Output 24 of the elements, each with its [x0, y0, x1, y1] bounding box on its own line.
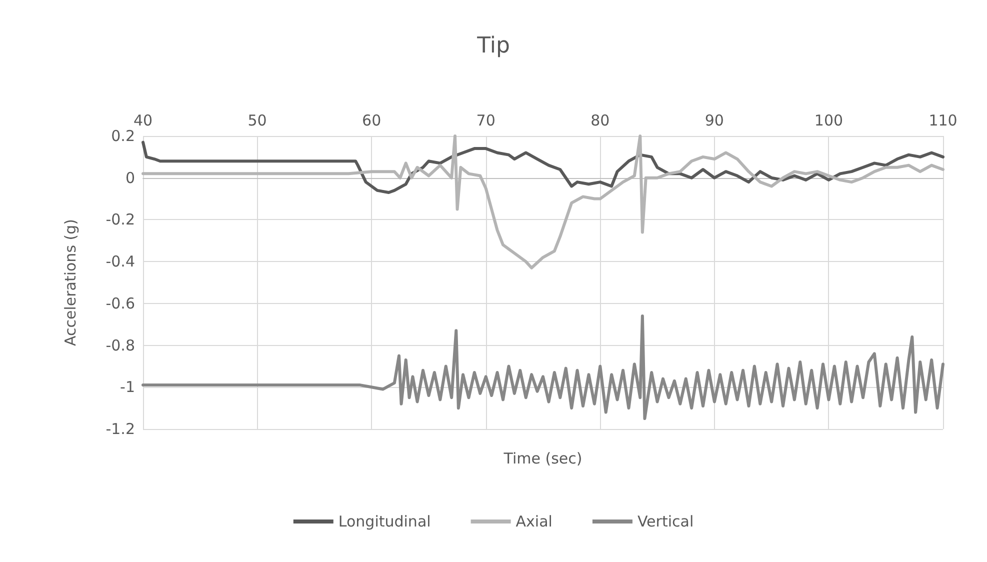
- y-tick-label: 0.2: [111, 127, 135, 145]
- x-tick-label: 90: [704, 112, 724, 130]
- x-axis-title: Time (sec): [502, 450, 582, 468]
- y-tick-label: 0: [125, 168, 135, 187]
- line-series: [142, 314, 944, 420]
- x-tick-label: 50: [248, 112, 267, 130]
- line-series: [142, 140, 944, 194]
- x-tick-label: 40: [133, 112, 153, 130]
- y-tick-label: -0.2: [106, 210, 135, 229]
- legend-label: Vertical: [637, 512, 694, 530]
- x-tick-label: 60: [362, 112, 382, 130]
- y-tick-label: -0.6: [106, 294, 135, 312]
- x-tick-label: 110: [928, 112, 958, 130]
- y-axis-title: Accelerations (g): [62, 218, 80, 346]
- legend-label: Longitudinal: [338, 512, 431, 530]
- y-tick-label: -1: [120, 378, 135, 396]
- y-tick-label: -0.4: [106, 252, 135, 271]
- y-tick-label: -0.8: [106, 336, 135, 354]
- y-tick-label: -1.2: [106, 420, 135, 438]
- x-tick-label: 100: [814, 112, 844, 130]
- x-tick-label: 70: [476, 112, 496, 130]
- chart-title: Tip: [476, 34, 510, 58]
- legend-label: Axial: [516, 512, 552, 530]
- x-tick-label: 80: [590, 112, 610, 130]
